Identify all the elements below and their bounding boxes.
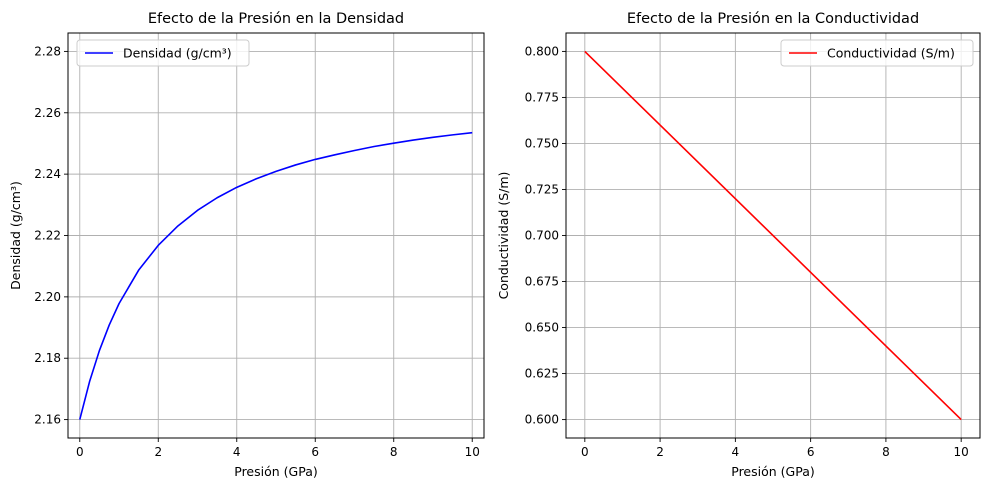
legend: Densidad (g/cm³): [76, 39, 250, 67]
series-layer: [584, 50, 962, 421]
y-axis-label: Conductividad (S/m): [496, 172, 511, 300]
y-tick-label: 0.800: [525, 44, 559, 58]
y-tick-label: 0.600: [525, 413, 559, 427]
y-tick-label: 2.20: [34, 290, 61, 304]
y-axis-label: Densidad (g/cm³): [8, 181, 23, 290]
series-layer: [78, 131, 473, 420]
x-tick-label: 2: [154, 445, 162, 459]
grid: [68, 33, 484, 438]
y-tick-label: 2.28: [34, 44, 61, 58]
y-tick-label: 0.625: [525, 367, 559, 381]
x-tick-label: 4: [233, 445, 241, 459]
legend-label: Conductividad (S/m): [827, 46, 955, 61]
chart-title: Efecto de la Presión en la Conductividad: [627, 11, 919, 27]
x-axis-label: Presión (GPa): [731, 464, 814, 479]
legend: Conductividad (S/m): [780, 39, 974, 67]
chart-title: Efecto de la Presión en la Densidad: [148, 11, 404, 27]
legend-box: [780, 39, 974, 67]
y-tick-label: 0.700: [525, 229, 559, 243]
y-tick-label: 0.775: [525, 90, 559, 104]
x-tick-label: 6: [311, 445, 319, 459]
y-tick-label: 2.22: [34, 229, 61, 243]
x-tick-label: 0: [581, 445, 589, 459]
x-tick-label: 10: [954, 445, 969, 459]
y-tick-label: 0.675: [525, 275, 559, 289]
tick-layer: 0 2 4 6 8 10 0.600 0.625 0.650 0.675 0.700 0.725 0.7…: [525, 44, 969, 459]
y-tick-label: 0.650: [525, 321, 559, 335]
y-tick-label: 0.725: [525, 182, 559, 196]
x-tick-label: 6: [807, 445, 815, 459]
y-tick-label: 0.750: [525, 136, 559, 150]
series-line: [78, 131, 473, 420]
y-tick-label: 2.16: [34, 413, 61, 427]
y-tick-label: 2.24: [34, 167, 61, 181]
x-tick-label: 0: [76, 445, 84, 459]
y-tick-label: 2.18: [34, 351, 61, 365]
x-tick-label: 8: [882, 445, 890, 459]
density-chart: Efecto de la Presión en la Densidad 0 2 4 6…: [8, 11, 485, 479]
y-tick-label: 2.26: [34, 106, 61, 120]
conductivity-chart: Efecto de la Presión en la Conductividad…: [496, 11, 981, 479]
x-tick-label: 10: [465, 445, 480, 459]
x-tick-label: 8: [390, 445, 398, 459]
grid: [566, 33, 980, 438]
x-tick-label: 2: [656, 445, 664, 459]
legend-box: [76, 39, 250, 67]
tick-layer: 0 2 4 6 8 10 2.16 2.18 2.20 2.22 2.24 2.26 2.28: [34, 44, 480, 459]
legend-label: Densidad (g/cm³): [123, 46, 232, 61]
x-axis-label: Presión (GPa): [234, 464, 317, 479]
series-line: [584, 50, 962, 421]
x-tick-label: 4: [732, 445, 740, 459]
